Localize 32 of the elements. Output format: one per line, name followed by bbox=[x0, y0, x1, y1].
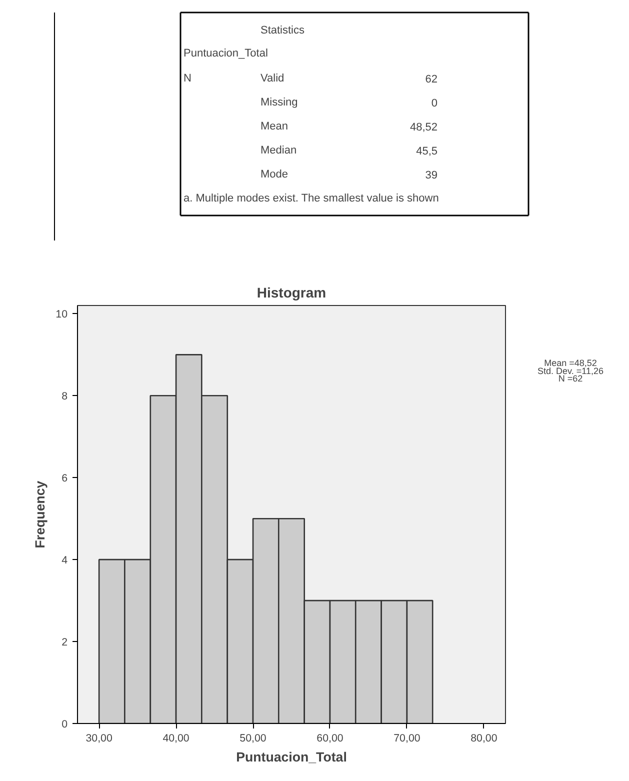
text: 0 bbox=[431, 98, 438, 110]
text: Puntuacion_Total bbox=[184, 48, 268, 60]
x-tick-label: 80,00 bbox=[470, 732, 498, 744]
text: 39 bbox=[425, 170, 438, 182]
x-tick-label: 60,00 bbox=[316, 732, 344, 744]
x-tick-label: 50,00 bbox=[240, 732, 266, 744]
text: 62 bbox=[425, 74, 438, 86]
chart-title: Histogram bbox=[256, 284, 326, 300]
y-tick-label: 0 bbox=[62, 718, 68, 730]
text: Median bbox=[260, 144, 297, 156]
text: 45,5 bbox=[416, 146, 438, 158]
y-tick-label: 8 bbox=[62, 390, 68, 403]
y-axis-title: Frequency bbox=[32, 480, 48, 548]
y-tick-label: 4 bbox=[62, 554, 68, 567]
text: N =62 bbox=[558, 374, 583, 384]
x-tick-label: 40,00 bbox=[162, 732, 190, 744]
y-tick-label: 10 bbox=[56, 308, 68, 321]
x-axis-title: Puntuacion_Total bbox=[236, 750, 347, 764]
text: Missing bbox=[260, 96, 298, 108]
text: Statistics bbox=[260, 24, 306, 36]
text: Valid bbox=[260, 72, 284, 84]
text: Mean bbox=[260, 120, 288, 132]
y-tick-label: 2 bbox=[62, 636, 68, 649]
x-tick-label: 30,00 bbox=[86, 732, 112, 744]
text: 48,52 bbox=[410, 122, 438, 134]
text: N bbox=[184, 72, 192, 84]
x-tick-label: 70,00 bbox=[394, 732, 420, 744]
y-tick-label: 6 bbox=[62, 472, 68, 485]
text: Mode bbox=[260, 168, 288, 180]
text: Mean =48,52 bbox=[544, 358, 597, 368]
text: a. Multiple modes exist. The smallest value is shown bbox=[184, 192, 439, 204]
text: Std. Dev. =11,26 bbox=[538, 366, 604, 376]
